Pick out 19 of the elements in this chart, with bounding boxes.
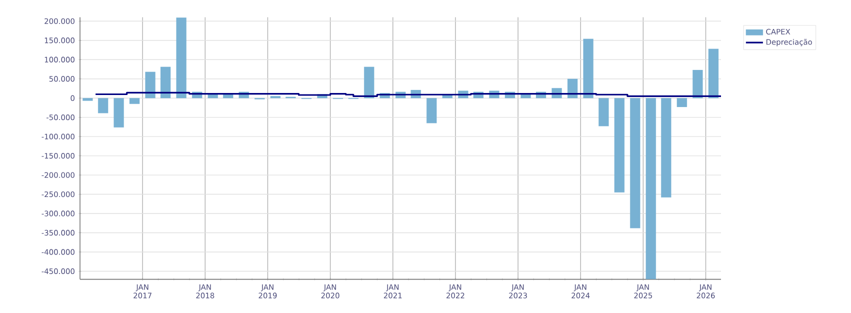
- bar: [583, 38, 594, 98]
- bar: [98, 98, 108, 114]
- bar: [82, 98, 93, 101]
- bar: [630, 98, 640, 228]
- bar: [692, 70, 703, 98]
- bar: [676, 98, 687, 107]
- bar: [364, 66, 374, 98]
- bar: [145, 72, 156, 98]
- bar: [614, 98, 624, 192]
- bar: [708, 48, 719, 98]
- bar: [129, 98, 140, 104]
- bar: [426, 98, 437, 124]
- bar: [646, 98, 656, 280]
- bar: [160, 66, 171, 98]
- bar: [598, 98, 609, 126]
- bar: [661, 98, 672, 198]
- bar: [176, 18, 186, 98]
- bar: [114, 98, 124, 128]
- bar: [567, 78, 578, 98]
